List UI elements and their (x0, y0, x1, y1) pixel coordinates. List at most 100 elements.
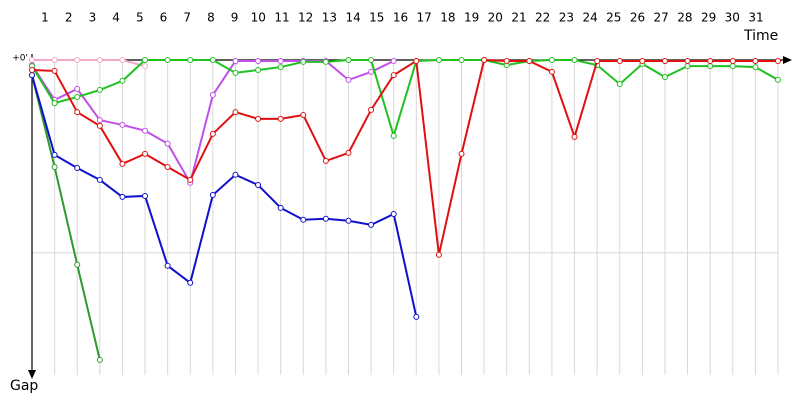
point (119, 77, 126, 84)
lap-label: 18 (440, 11, 455, 25)
point (232, 171, 239, 178)
lap-label: 30 (725, 11, 740, 25)
point (775, 57, 781, 64)
point (51, 151, 58, 158)
point (413, 57, 420, 64)
lap-label: 28 (677, 11, 692, 25)
point (255, 115, 262, 122)
y-axis-arrow (28, 370, 36, 379)
series-line (31, 74, 101, 361)
point (164, 57, 171, 63)
point (142, 192, 149, 199)
y-axis-label: Gap (10, 378, 38, 394)
point (29, 66, 35, 73)
lap-label: 14 (345, 11, 360, 25)
lap-label: 1 (41, 11, 49, 25)
point (368, 106, 375, 113)
point (232, 109, 239, 116)
point (96, 122, 103, 129)
point (684, 57, 691, 64)
series-line (31, 58, 778, 256)
series-line (31, 74, 418, 318)
point (164, 140, 171, 147)
point (481, 57, 488, 63)
lap-label: 21 (511, 11, 526, 25)
point (96, 57, 103, 63)
point (74, 57, 81, 63)
point (661, 57, 668, 64)
point (684, 63, 691, 70)
lap-label: 17 (417, 11, 432, 25)
lap-label: 31 (748, 11, 763, 25)
point (119, 160, 126, 167)
lap-label: 16 (393, 11, 408, 25)
point (616, 57, 623, 64)
point (209, 192, 216, 198)
point (187, 57, 194, 63)
point (74, 109, 81, 116)
point (639, 57, 646, 64)
point (187, 279, 194, 286)
lap-label: 11 (274, 11, 289, 25)
point (729, 57, 736, 64)
x-axis-label: Time (743, 28, 778, 44)
lap-label: 24 (582, 11, 597, 25)
point (74, 93, 81, 100)
lap-label: 12 (298, 11, 313, 25)
point (752, 64, 759, 71)
point (368, 221, 375, 228)
point (729, 63, 736, 70)
point (616, 81, 623, 88)
point (526, 57, 533, 64)
point (74, 165, 81, 171)
series-line (32, 59, 146, 68)
lap-label: 9 (231, 11, 239, 25)
point (74, 85, 81, 92)
point (322, 157, 329, 164)
lap-label: 27 (654, 11, 669, 25)
point (277, 64, 284, 71)
point (119, 193, 126, 200)
point (661, 74, 668, 81)
point (277, 57, 284, 64)
point (74, 261, 81, 268)
lap-label: 13 (322, 11, 337, 25)
point (345, 217, 352, 224)
point (390, 57, 397, 64)
y-tick-label: +0' (12, 54, 28, 64)
point (368, 57, 375, 63)
lap-label: 15 (369, 11, 384, 25)
point (164, 164, 171, 171)
point (255, 57, 262, 64)
lap-label: 2 (65, 11, 73, 25)
point (503, 57, 510, 64)
point (96, 176, 103, 183)
point (458, 57, 465, 63)
point (209, 130, 216, 137)
point (51, 100, 58, 107)
point (29, 72, 35, 79)
point (96, 356, 103, 363)
point (277, 115, 284, 122)
point (368, 68, 375, 75)
point (164, 262, 171, 269)
point (435, 251, 442, 258)
point (277, 204, 284, 211)
point (707, 57, 714, 64)
point (548, 68, 555, 75)
point (322, 58, 329, 65)
point (752, 57, 759, 64)
point (345, 76, 352, 83)
lap-label: 29 (701, 11, 716, 25)
lap-label: 3 (89, 11, 97, 25)
point (51, 164, 58, 171)
point (255, 66, 262, 73)
point (345, 57, 352, 63)
point (209, 57, 216, 63)
point (775, 76, 781, 83)
point (96, 86, 103, 93)
point (458, 150, 465, 157)
point (119, 57, 126, 63)
lap-label: 6 (160, 11, 168, 25)
